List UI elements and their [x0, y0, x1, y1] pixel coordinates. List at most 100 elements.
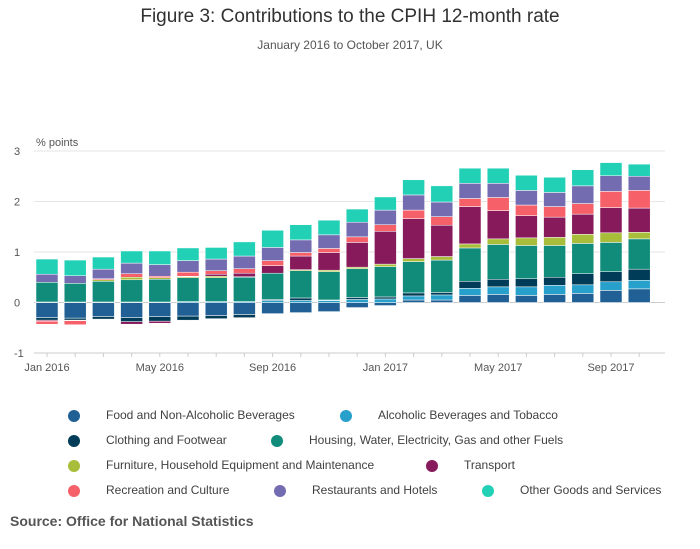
bar-segment-5-7[interactable] — [233, 272, 256, 277]
bar-segment-2-17[interactable] — [515, 278, 538, 288]
bar-segment-8-19[interactable] — [571, 169, 595, 187]
bar-segment-5-10[interactable] — [317, 252, 341, 271]
bar-segment-2-18[interactable] — [543, 277, 566, 286]
bar-segment-0-18[interactable] — [543, 294, 566, 303]
bar-segment-5-20[interactable] — [599, 207, 623, 234]
bar-segment-2-3[interactable] — [120, 317, 143, 322]
bar-segment-3-10[interactable] — [317, 271, 341, 301]
bar-segment-8-3[interactable] — [120, 250, 143, 264]
bar-segment-2-12[interactable] — [374, 296, 397, 300]
bar-segment-0-0[interactable] — [35, 302, 59, 318]
bar-segment-5-8[interactable] — [261, 265, 284, 274]
bar-segment-5-12[interactable] — [374, 231, 397, 265]
bar-segment-8-1[interactable] — [63, 259, 87, 276]
bar-segment-5-6[interactable] — [204, 273, 228, 277]
bar-segment-7-7[interactable] — [233, 255, 256, 269]
bar-segment-8-16[interactable] — [486, 167, 510, 184]
bar-segment-3-2[interactable] — [92, 281, 115, 303]
bar-segment-1-11[interactable] — [345, 299, 369, 303]
bar-segment-8-6[interactable] — [204, 247, 228, 260]
bar-segment-6-13[interactable] — [402, 209, 425, 219]
bar-segment-0-11[interactable] — [345, 302, 369, 308]
bar-segment-0-12[interactable] — [374, 302, 397, 306]
bar-segment-4-18[interactable] — [543, 237, 566, 246]
bar-segment-8-18[interactable] — [543, 177, 566, 193]
bar-segment-7-10[interactable] — [317, 234, 341, 249]
bar-segment-0-9[interactable] — [289, 302, 313, 313]
bar-segment-5-18[interactable] — [543, 216, 566, 238]
bar-segment-5-4[interactable] — [148, 320, 172, 324]
bar-segment-0-4[interactable] — [148, 302, 172, 317]
bar-segment-1-17[interactable] — [515, 286, 538, 296]
bar-segment-2-19[interactable] — [571, 273, 595, 286]
bar-segment-8-13[interactable] — [402, 179, 425, 196]
bar-segment-6-19[interactable] — [571, 203, 595, 215]
bar-segment-6-9[interactable] — [289, 252, 313, 257]
bar-segment-8-20[interactable] — [599, 162, 623, 176]
bar-segment-7-0[interactable] — [35, 273, 59, 283]
bar-segment-6-6[interactable] — [204, 270, 228, 275]
bar-segment-6-1[interactable] — [63, 320, 87, 325]
bar-segment-3-12[interactable] — [374, 266, 397, 298]
bar-segment-0-20[interactable] — [599, 290, 623, 303]
bar-segment-7-14[interactable] — [430, 201, 454, 217]
bar-segment-2-6[interactable] — [204, 315, 228, 319]
bar-segment-3-0[interactable] — [35, 282, 59, 303]
bar-segment-0-2[interactable] — [92, 302, 115, 317]
bar-segment-2-16[interactable] — [486, 279, 510, 288]
bar-segment-3-21[interactable] — [627, 238, 651, 270]
bar-segment-4-17[interactable] — [515, 237, 538, 246]
bar-segment-3-18[interactable] — [543, 245, 566, 278]
bar-segment-3-13[interactable] — [402, 261, 425, 294]
bar-segment-7-18[interactable] — [543, 192, 566, 207]
bar-segment-8-10[interactable] — [317, 219, 341, 236]
bar-segment-2-2[interactable] — [92, 316, 115, 320]
bar-segment-7-1[interactable] — [63, 275, 87, 284]
bar-segment-2-20[interactable] — [599, 271, 623, 283]
bar-segment-4-16[interactable] — [486, 238, 510, 245]
bar-segment-3-9[interactable] — [289, 270, 313, 299]
bar-segment-8-2[interactable] — [92, 256, 115, 270]
bar-segment-7-4[interactable] — [148, 264, 172, 277]
bar-segment-1-13[interactable] — [402, 295, 425, 301]
bar-segment-4-20[interactable] — [599, 232, 623, 243]
bar-segment-3-4[interactable] — [148, 279, 172, 303]
bar-segment-3-1[interactable] — [63, 283, 87, 303]
bar-segment-1-10[interactable] — [317, 300, 341, 303]
bar-segment-1-20[interactable] — [599, 281, 623, 291]
bar-segment-6-3[interactable] — [120, 273, 143, 278]
bar-segment-3-11[interactable] — [345, 268, 369, 298]
bar-segment-7-2[interactable] — [92, 268, 115, 280]
bar-segment-6-16[interactable] — [486, 197, 510, 211]
bar-segment-3-15[interactable] — [458, 247, 482, 282]
bar-segment-2-11[interactable] — [345, 297, 369, 300]
bar-segment-5-2[interactable] — [92, 318, 115, 320]
bar-segment-0-1[interactable] — [63, 302, 87, 319]
bar-segment-4-3[interactable] — [120, 277, 143, 281]
bar-segment-5-21[interactable] — [627, 207, 651, 233]
bar-segment-3-14[interactable] — [430, 259, 454, 293]
bar-segment-4-15[interactable] — [458, 243, 482, 249]
bar-segment-3-8[interactable] — [261, 272, 284, 300]
bar-segment-0-21[interactable] — [627, 288, 651, 303]
bar-segment-0-3[interactable] — [120, 302, 143, 318]
bar-segment-3-17[interactable] — [515, 245, 538, 280]
bar-segment-6-11[interactable] — [345, 236, 369, 243]
bar-segment-2-5[interactable] — [176, 315, 200, 321]
bar-segment-8-12[interactable] — [374, 196, 397, 211]
bar-segment-1-14[interactable] — [430, 294, 454, 301]
bar-segment-8-11[interactable] — [345, 208, 369, 223]
bar-segment-1-16[interactable] — [486, 286, 510, 295]
bar-segment-3-7[interactable] — [233, 277, 256, 302]
bar-segment-5-15[interactable] — [458, 206, 482, 245]
bar-segment-5-9[interactable] — [289, 255, 313, 270]
bar-segment-6-15[interactable] — [458, 198, 482, 207]
bar-segment-3-6[interactable] — [204, 277, 228, 302]
bar-segment-5-3[interactable] — [120, 321, 143, 325]
bar-segment-7-13[interactable] — [402, 194, 425, 211]
bar-segment-2-4[interactable] — [148, 316, 172, 322]
bar-segment-7-20[interactable] — [599, 175, 623, 192]
bar-segment-6-12[interactable] — [374, 224, 397, 232]
bar-segment-0-10[interactable] — [317, 302, 341, 312]
bar-segment-2-15[interactable] — [458, 281, 482, 289]
